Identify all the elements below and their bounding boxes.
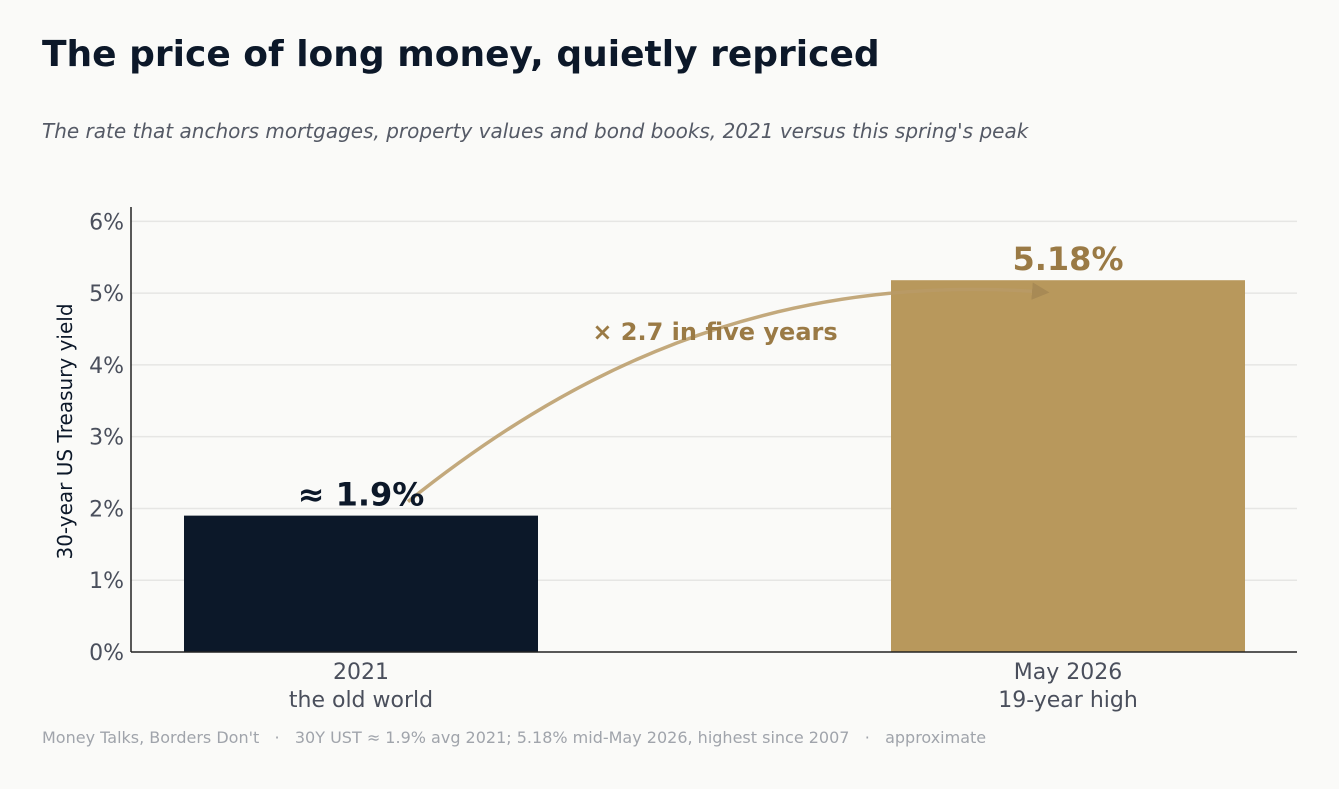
value-label-1: 5.18% <box>1012 240 1123 278</box>
x-tick-label: May 2026 <box>1014 660 1122 685</box>
labels: ≈ 1.9% 5.18% × 2.7 in five years <box>298 240 1124 513</box>
bar-1 <box>891 280 1245 652</box>
y-tick-label: 0% <box>89 641 124 666</box>
y-tick-label: 6% <box>89 210 124 235</box>
source-footer: Money Talks, Borders Don't · 30Y UST ≈ 1… <box>42 728 987 747</box>
y-tick-label: 5% <box>89 282 124 307</box>
value-label-0: ≈ 1.9% <box>298 476 425 514</box>
bar-0 <box>184 515 538 652</box>
growth-annotation: × 2.7 in five years <box>592 318 837 346</box>
x-tick-label: 2021 <box>333 660 389 685</box>
y-axis-label: 30-year US Treasury yield <box>53 303 77 559</box>
y-tick-label: 1% <box>89 569 124 594</box>
x-tick-label: the old world <box>289 688 433 713</box>
y-tick-label: 3% <box>89 426 124 451</box>
x-tick-label: 19-year high <box>998 688 1138 713</box>
bars <box>184 280 1245 652</box>
axes: 0% 1% 2% 3% 4% 5% 6% 2021 the old world May 2026 1… <box>53 207 1297 713</box>
chart-title: The price of long money, quietly reprice… <box>42 34 880 75</box>
y-tick-label: 2% <box>89 497 124 522</box>
chart-subtitle: The rate that anchors mortgages, propert… <box>42 119 1029 143</box>
growth-arrow <box>406 282 1050 503</box>
y-tick-label: 4% <box>89 354 124 379</box>
